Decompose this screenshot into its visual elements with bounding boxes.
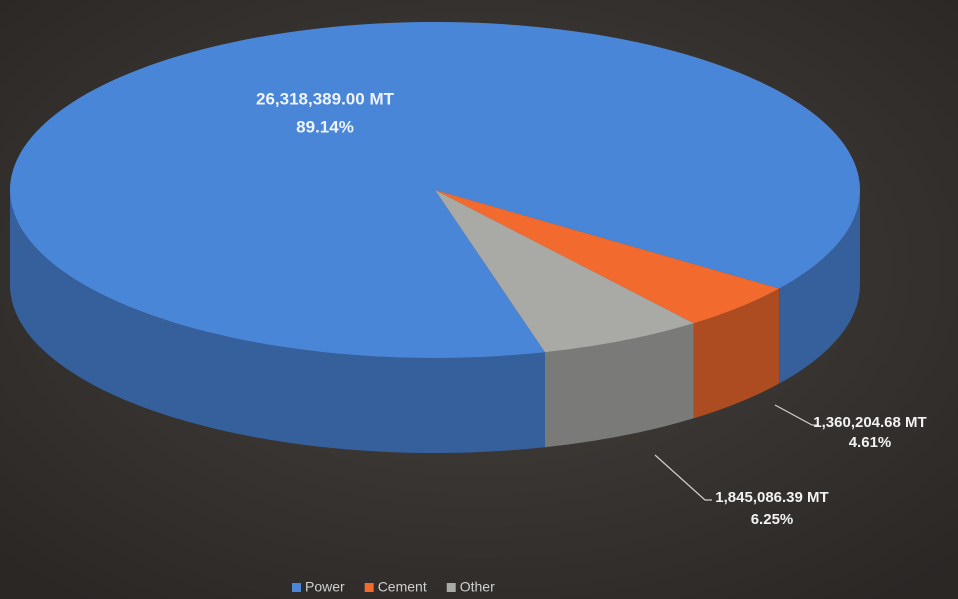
pie-side <box>10 190 545 454</box>
legend-swatch <box>292 583 301 592</box>
pie-side <box>544 323 694 448</box>
pie-tops <box>9 22 861 359</box>
legend-swatch <box>364 583 374 592</box>
leader-line <box>654 454 712 501</box>
data-label: 26,318,389.00 MT <box>256 89 395 108</box>
pie-slice <box>435 190 694 353</box>
data-label: 1,360,204.68 MT <box>813 414 926 431</box>
legend-label: Cement <box>378 579 427 595</box>
pie-slice <box>435 190 780 324</box>
legend: Power Cement Other <box>292 579 495 595</box>
legend-label: Power <box>305 579 345 595</box>
data-label: 1,845,086.39 MT <box>715 489 828 506</box>
data-label: 6.25% <box>751 511 794 528</box>
data-label: 4.61% <box>849 434 892 451</box>
pie-side <box>779 190 860 384</box>
data-label: 89.14% <box>296 117 354 136</box>
legend-swatch <box>446 583 456 592</box>
leader-line <box>774 404 818 426</box>
pie-sides <box>10 190 860 454</box>
legend-label: Other <box>460 579 495 595</box>
pie-side <box>693 288 780 419</box>
pie-slice <box>9 22 861 359</box>
